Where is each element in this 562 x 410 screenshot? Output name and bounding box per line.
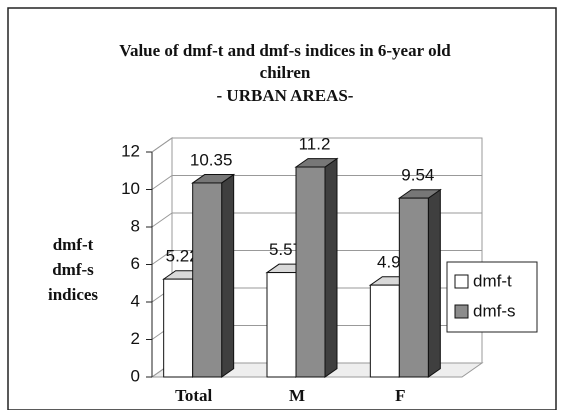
y-tick-label: 0 bbox=[131, 366, 140, 385]
y-tick-label: 2 bbox=[131, 329, 140, 348]
grid-line bbox=[151, 175, 482, 190]
y-tick-label: 10 bbox=[121, 179, 140, 198]
bar-front bbox=[295, 166, 326, 378]
grid-line bbox=[151, 212, 482, 228]
chart-subtitle: - URBAN AREAS- bbox=[216, 86, 354, 105]
data-label: 4.9 bbox=[377, 253, 401, 272]
y-tick-label: 4 bbox=[131, 291, 140, 310]
bar-front bbox=[192, 182, 223, 378]
chart-title: Value of dmf-t and dmf-s indices in 6-ye… bbox=[119, 41, 451, 82]
y-tick-label: 8 bbox=[131, 216, 140, 235]
data-label: 10.35 bbox=[190, 150, 233, 169]
legend-label: dmf-t bbox=[473, 271, 512, 290]
y-tick-label: 6 bbox=[131, 254, 140, 273]
y-tick-label: 12 bbox=[121, 141, 140, 160]
bar-side bbox=[221, 173, 235, 378]
bar-front bbox=[163, 278, 194, 378]
bar-side bbox=[427, 188, 441, 378]
bar-front bbox=[369, 284, 400, 378]
bar bbox=[397, 188, 442, 378]
grid-line bbox=[151, 250, 482, 265]
data-label: 11.2 bbox=[299, 134, 331, 153]
bar-front bbox=[266, 272, 297, 378]
data-label: 9.54 bbox=[401, 166, 434, 185]
data-label: 5.22 bbox=[166, 247, 199, 266]
bar-front bbox=[398, 197, 429, 378]
bar bbox=[294, 157, 339, 378]
legend-swatch bbox=[454, 304, 469, 319]
legend-box bbox=[446, 261, 538, 333]
x-tick-label: Total bbox=[175, 386, 212, 405]
data-label: 5.57 bbox=[269, 240, 302, 259]
legend-label: dmf-s bbox=[473, 301, 516, 320]
y-axis-label: dmf-t dmf-s indices bbox=[47, 235, 99, 304]
bar bbox=[191, 173, 236, 378]
legend-swatch bbox=[454, 274, 469, 289]
x-tick-label: F bbox=[395, 386, 405, 405]
x-tick-label: M bbox=[289, 386, 305, 405]
bar-side bbox=[324, 157, 338, 378]
grid-line bbox=[151, 137, 482, 153]
